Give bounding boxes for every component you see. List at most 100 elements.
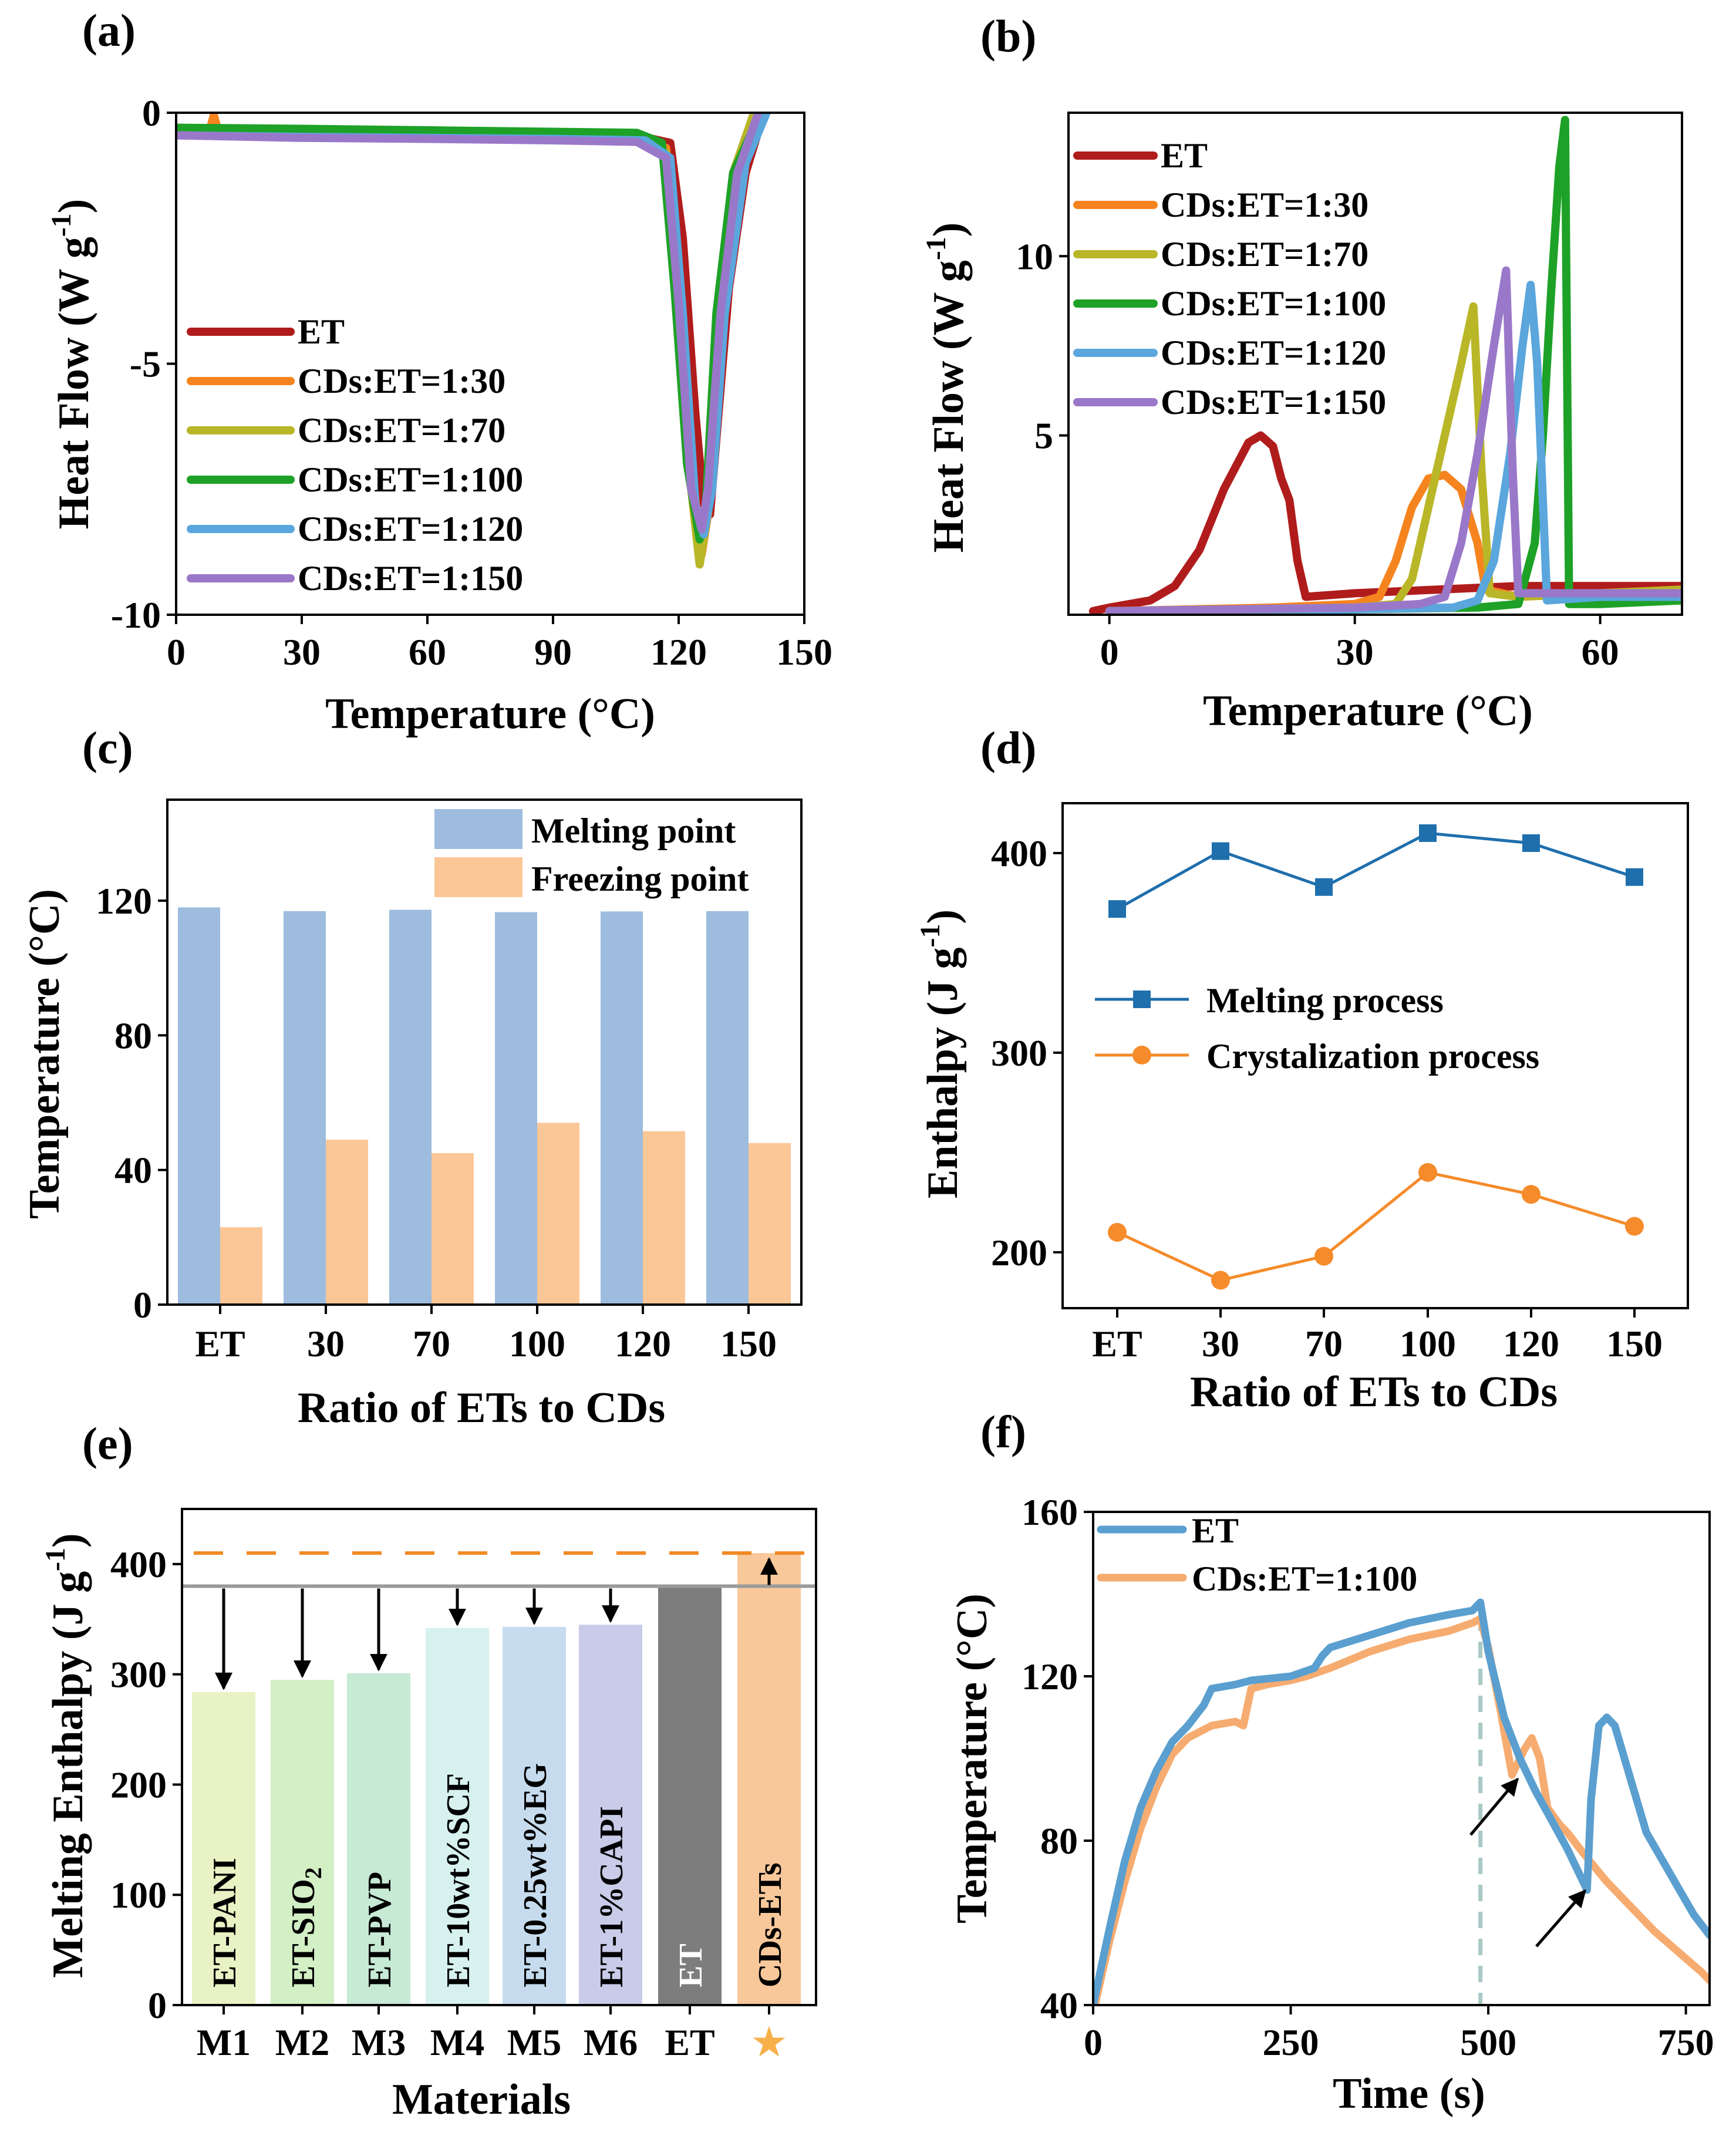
x-tick-label: 90 [534, 631, 572, 673]
y-tick-label: 10 [1016, 235, 1053, 277]
panel-b-x-axis-label: Temperature (°C) [1203, 687, 1533, 735]
bar-melting-120 [601, 911, 643, 1305]
y-tick-label: 0 [148, 1985, 167, 2026]
legend-label-cds-et-1-120: CDs:ET=1:120 [298, 510, 523, 548]
x-tick-label-120: 120 [1503, 1323, 1559, 1365]
x-tick-label-et: ET [665, 2022, 714, 2063]
bar-label-et: ET [673, 1943, 709, 1987]
x-tick-label-m6: M6 [584, 2022, 638, 2063]
panel-b-label: (b) [980, 11, 1036, 62]
panel-d-legend: Melting process Crystalization process [1095, 981, 1539, 1076]
bar-freezing-120 [643, 1131, 685, 1305]
series-line-melting-process [1116, 831, 1635, 911]
panel-c-plot [178, 907, 791, 1305]
bar-et-10wt-scf [426, 1628, 489, 2005]
legend-label-cds-et-1-30: CDs:ET=1:30 [1161, 186, 1368, 224]
panel-e-plot: ET-PANI ET-SIO2 ET-PVP ET-10wt%SCF ET-0.25wt… [182, 1551, 816, 2005]
legend-label-cds-et-1-30: CDs:ET=1:30 [298, 362, 505, 400]
x-tick-label: 30 [283, 631, 321, 673]
bar-melting-30 [284, 911, 326, 1305]
panel-f-ticks: 0 250 500 750 40 80 120 160 [1022, 1491, 1714, 2063]
series-line-cds-et-1-150 [1105, 266, 1682, 615]
x-tick-label-30: 30 [1202, 1323, 1239, 1365]
bar-label-et-10wt-scf: ET-10wt%SCF [440, 1773, 477, 1987]
y-tick-label: 120 [1022, 1656, 1078, 1697]
legend-label-melting-process: Melting process [1206, 981, 1444, 1020]
panel-f-plot [1093, 1598, 1710, 2005]
x-tick-label-star: ★ [752, 2022, 786, 2063]
x-tick-label: 30 [1336, 631, 1374, 673]
panel-a: (a) 0 30 60 90 120 150 0 -5 -10 Temperature (°C)… [46, 5, 832, 738]
bar-label-subscript: 2 [300, 1867, 326, 1879]
y-tick-label: 120 [96, 880, 152, 922]
panel-b-axes-frame [1067, 112, 1683, 616]
x-tick-label: 150 [776, 631, 832, 673]
x-tick-label-150: 150 [720, 1323, 777, 1365]
bar-freezing-et [220, 1227, 262, 1305]
y-tick-label: 300 [991, 1032, 1047, 1074]
series-line-cds-et-1-120 [1105, 281, 1682, 615]
x-tick-label-m5: M5 [507, 2022, 561, 2063]
y-tick-label: 0 [133, 1284, 152, 1326]
x-tick-label-m1: M1 [197, 2022, 251, 2063]
bar-label-et-pvp: ET-PVP [362, 1872, 398, 1987]
panel-e: (e) ET-PANI ET-SIO2 ET-PVP ET-10wt%SCF ET-0.… [40, 1418, 817, 2124]
x-tick-label: 60 [409, 631, 446, 673]
legend-label-cds-et-1-150: CDs:ET=1:150 [298, 559, 523, 598]
y-tick-label: 300 [110, 1654, 167, 1696]
bar-freezing-30 [326, 1140, 368, 1305]
bar-freezing-100 [537, 1123, 579, 1305]
panel-d-plot [1108, 824, 1644, 1290]
panel-c: (c) ET 30 70 100 120 150 0 40 80 120 Ratio of ETs… [21, 722, 803, 1432]
series-line-crystalization-process [1116, 1171, 1635, 1282]
marker-melting-30 [1212, 842, 1229, 860]
marker-melting-120 [1522, 834, 1540, 852]
bar-melting-150 [706, 911, 749, 1305]
y-tick-label: 40 [1040, 1985, 1078, 2026]
panel-c-axes-frame [166, 799, 803, 1306]
panel-c-y-axis-label: Temperature (°C) [21, 889, 69, 1219]
bar-label-et-1-capi: ET-1%CAPI [594, 1806, 630, 1987]
legend-label-et: ET [1192, 1511, 1239, 1550]
panel-a-y-axis-label: Heat Flow (W g-1) [46, 199, 98, 530]
bar-label-et-sio: ET-SIO2 [285, 1867, 326, 1987]
marker-melting-100 [1419, 824, 1437, 842]
bar-label-cds-ets: CDs-ETs [752, 1862, 788, 1987]
legend-label-cds-et-1-100: CDs:ET=1:100 [298, 460, 523, 499]
y-tick-label: 200 [110, 1764, 167, 1805]
x-tick-label: 0 [1100, 631, 1119, 673]
y-tick-label: 400 [991, 833, 1047, 874]
legend-marker-melting-process [1133, 991, 1151, 1008]
bar-freezing-70 [432, 1153, 474, 1305]
legend-label-freezing-point: Freezing point [531, 860, 749, 898]
legend-label-cds-et-1-120: CDs:ET=1:120 [1161, 333, 1386, 372]
panel-e-axes-frame [181, 1508, 817, 2006]
series-line-cds-et-1-100 [1093, 1615, 1710, 2005]
panel-f-x-axis-label: Time (s) [1333, 2070, 1485, 2118]
panel-a-legend: ET CDs:ET=1:30 CDs:ET=1:70 CDs:ET=1:100 CDs:… [187, 312, 523, 598]
legend-marker-crystalization-process [1132, 1046, 1151, 1064]
panel-b-plot [1088, 116, 1682, 615]
y-tick-label: 80 [114, 1015, 152, 1056]
y-tick-label: 5 [1034, 415, 1053, 457]
series-line-et [1093, 1598, 1710, 2005]
x-tick-label-70: 70 [413, 1323, 450, 1365]
bar-melting-100 [495, 912, 537, 1305]
panel-c-ticks: ET 30 70 100 120 150 0 40 80 120 [96, 880, 777, 1365]
panel-b-legend: ET CDs:ET=1:30 CDs:ET=1:70 CDs:ET=1:100 CDs:… [1073, 136, 1386, 422]
y-tick-label: 160 [1022, 1491, 1078, 1533]
panel-f: (f) 0 250 500 750 40 80 120 160 Time (s) Temper… [948, 1406, 1714, 2118]
bar-et-1-capi [579, 1625, 642, 2005]
legend-swatch-melting-point [434, 809, 523, 849]
panel-e-y-axis-label: Melting Enthalpy (J g-1) [40, 1533, 92, 1977]
x-tick-label: 500 [1460, 2022, 1516, 2063]
legend-label-cds-et-1-100: CDs:ET=1:100 [1192, 1559, 1417, 1598]
legend-label-et: ET [298, 312, 345, 351]
x-tick-label: 60 [1582, 631, 1619, 673]
x-tick-label-m2: M2 [275, 2022, 329, 2063]
x-tick-label: 250 [1263, 2022, 1319, 2063]
panel-e-label: (e) [82, 1418, 133, 1469]
marker-crystalization-30 [1211, 1271, 1230, 1290]
panel-a-plot [176, 113, 771, 569]
